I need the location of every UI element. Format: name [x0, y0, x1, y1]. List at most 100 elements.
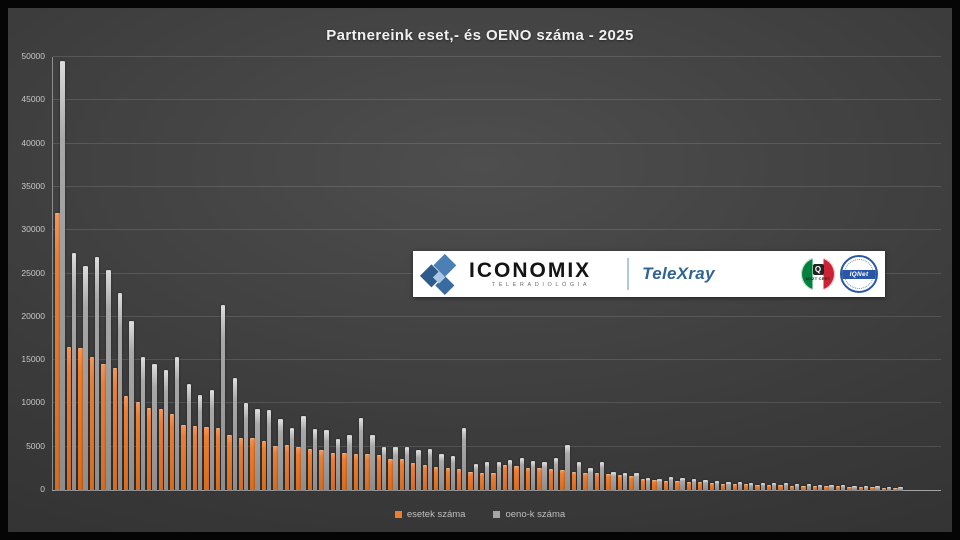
- bar-esetek-65: [789, 485, 795, 490]
- bar-esetek-45: [560, 469, 565, 490]
- legend-item-esetek: esetek száma: [394, 509, 465, 520]
- bar-oeno-34: [439, 453, 444, 490]
- bar-oeno-43: [542, 461, 547, 490]
- bar-oeno-26: [347, 435, 352, 490]
- bar-oeno-48: [599, 462, 605, 490]
- bar-esetek-11: [170, 413, 175, 490]
- bar-oeno-73: [886, 486, 892, 490]
- bar-esetek-32: [411, 463, 416, 490]
- gridline-45000: [53, 99, 941, 101]
- bar-oeno-71: [863, 485, 869, 490]
- bar-oeno-74: [898, 487, 903, 490]
- bar-oeno-22: [301, 416, 306, 490]
- bar-oeno-63: [772, 483, 777, 490]
- bar-esetek-54: [663, 480, 669, 490]
- bar-esetek-22: [296, 446, 301, 490]
- bar-oeno-45: [565, 444, 570, 490]
- bar-oeno-14: [209, 390, 214, 490]
- bar-oeno-70: [852, 485, 857, 490]
- bar-esetek-49: [606, 474, 611, 490]
- bar-oeno-9: [152, 364, 157, 490]
- bar-oeno-1: [60, 61, 65, 490]
- bar-oeno-18: [255, 409, 260, 490]
- bar-oeno-72: [875, 486, 880, 490]
- iconomix-logo-overlay: ICONOMIX TELERADIOLÓGIA TeleXray Q MSZT …: [413, 251, 885, 297]
- bar-oeno-11: [175, 356, 180, 490]
- y-axis-labels: 0 5000 10000 15000 20000 25000 30000 35000 40000…: [8, 52, 48, 494]
- oeno-swatch-icon: [493, 511, 501, 518]
- bar-esetek-9: [147, 407, 152, 490]
- bar-esetek-63: [766, 484, 772, 490]
- bar-oeno-68: [829, 485, 834, 490]
- bar-esetek-29: [376, 455, 382, 490]
- bar-oeno-33: [427, 449, 433, 490]
- bar-oeno-24: [324, 430, 329, 490]
- bar-oeno-51: [634, 473, 639, 490]
- bar-esetek-4: [89, 357, 95, 490]
- bar-esetek-15: [215, 428, 221, 490]
- bar-esetek-28: [365, 453, 370, 490]
- brand-block: ICONOMIX TELERADIOLÓGIA: [469, 260, 591, 288]
- bar-esetek-3: [78, 347, 83, 490]
- bar-oeno-40: [508, 460, 513, 490]
- bar-esetek-39: [491, 472, 496, 490]
- bar-oeno-57: [703, 480, 708, 490]
- gridline-35000: [53, 185, 941, 187]
- y-tick-label-45000: 45000: [21, 94, 45, 105]
- bar-esetek-43: [537, 468, 542, 490]
- mszt-badge-label: MSZT CERT: [805, 276, 831, 281]
- bar-esetek-37: [468, 471, 473, 490]
- bar-esetek-12: [181, 424, 186, 490]
- bar-oeno-64: [783, 483, 788, 490]
- bar-esetek-50: [617, 475, 623, 490]
- iqnet-badge-label: IQNet: [842, 270, 876, 279]
- bar-oeno-44: [553, 457, 559, 490]
- bar-oeno-62: [760, 482, 765, 490]
- bar-esetek-36: [457, 469, 462, 490]
- bar-oeno-19: [266, 410, 272, 490]
- bar-oeno-16: [232, 378, 237, 490]
- product-name: TeleXray: [642, 264, 715, 283]
- bar-esetek-67: [812, 485, 818, 490]
- bar-oeno-58: [714, 480, 720, 490]
- y-tick-label-35000: 35000: [21, 180, 45, 191]
- brand-name: ICONOMIX: [469, 259, 592, 282]
- bar-esetek-57: [698, 482, 703, 490]
- bar-oeno-60: [737, 482, 742, 490]
- bar-esetek-60: [732, 484, 737, 490]
- bar-esetek-38: [479, 472, 485, 490]
- y-tick-label-25000: 25000: [21, 267, 45, 278]
- y-tick-label-5000: 5000: [26, 440, 45, 451]
- bar-esetek-73: [881, 487, 887, 490]
- bar-oeno-20: [278, 418, 283, 490]
- bar-oeno-32: [416, 450, 421, 490]
- chart-title: Partnereink eset,- és OENO száma - 2025: [326, 27, 634, 44]
- bar-esetek-14: [204, 426, 209, 490]
- bar-esetek-41: [514, 466, 519, 490]
- bar-oeno-5: [106, 269, 111, 490]
- bar-esetek-59: [721, 483, 726, 490]
- iqnet-badge-icon: IQNet: [840, 255, 878, 293]
- bar-oeno-50: [622, 472, 628, 490]
- gridline-10000: [53, 402, 941, 404]
- bar-oeno-7: [129, 321, 134, 490]
- bar-esetek-68: [824, 486, 829, 490]
- bar-esetek-58: [709, 482, 714, 490]
- y-tick-label-30000: 30000: [21, 224, 45, 235]
- bar-esetek-51: [629, 476, 634, 490]
- bar-oeno-35: [450, 456, 455, 490]
- bar-esetek-1: [55, 212, 60, 490]
- bar-esetek-23: [307, 449, 313, 490]
- mszt-q-glyph: Q: [812, 264, 824, 275]
- bar-esetek-52: [640, 479, 646, 490]
- bar-esetek-13: [192, 425, 198, 490]
- bar-esetek-44: [548, 469, 554, 490]
- bar-esetek-70: [847, 486, 852, 490]
- bar-esetek-17: [238, 437, 244, 490]
- y-tick-label-0: 0: [40, 484, 45, 494]
- bar-oeno-6: [117, 293, 123, 490]
- bar-esetek-19: [261, 441, 267, 490]
- bar-oeno-27: [358, 418, 364, 490]
- bar-oeno-13: [198, 395, 203, 490]
